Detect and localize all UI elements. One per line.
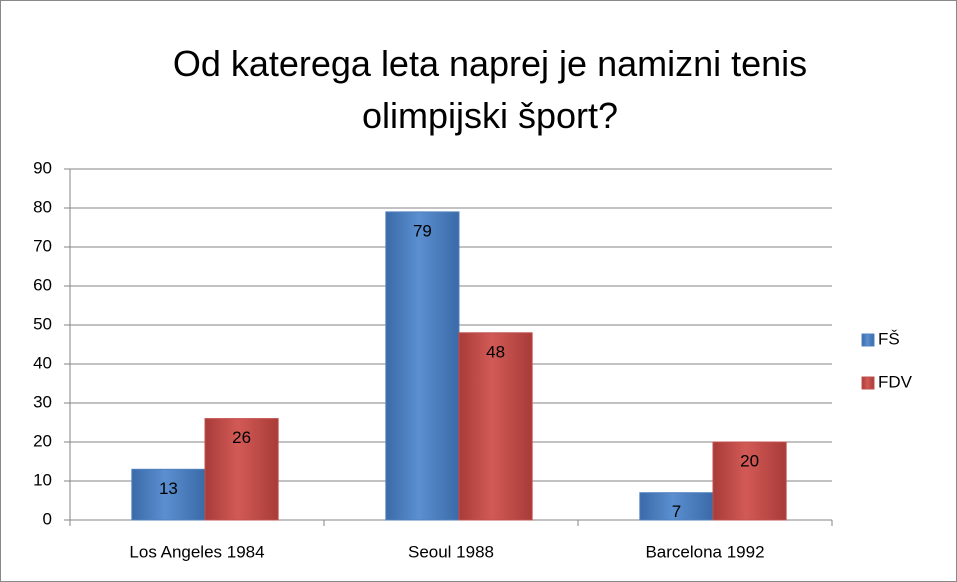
y-tick-label: 50 xyxy=(33,314,52,333)
legend-label: FŠ xyxy=(878,329,900,348)
x-tick-label: Seoul 1988 xyxy=(408,542,494,561)
data-label: 20 xyxy=(740,451,759,470)
bar xyxy=(385,211,460,521)
y-tick-label: 90 xyxy=(33,158,52,177)
x-tick-label: Los Angeles 1984 xyxy=(129,542,264,561)
y-tick-label: 70 xyxy=(33,236,52,255)
y-tick-label: 10 xyxy=(33,470,52,489)
bar xyxy=(458,332,533,521)
y-tick-label: 30 xyxy=(33,392,52,411)
data-label: 7 xyxy=(672,502,681,521)
y-tick-label: 60 xyxy=(33,275,52,294)
chart-title: Od katerega leta naprej je namizni tenis… xyxy=(172,43,808,136)
data-label: 26 xyxy=(232,428,251,447)
y-tick-label: 20 xyxy=(33,431,52,450)
y-tick-label: 40 xyxy=(33,353,52,372)
x-tick-label: Barcelona 1992 xyxy=(645,542,764,561)
data-label: 79 xyxy=(413,221,432,240)
bar xyxy=(639,492,714,521)
legend-swatch xyxy=(861,376,875,390)
bar xyxy=(131,468,206,521)
data-label: 48 xyxy=(486,342,505,361)
legend-label: FDV xyxy=(878,372,913,391)
y-tick-label: 0 xyxy=(43,509,52,528)
legend-swatch xyxy=(861,333,875,347)
data-label: 13 xyxy=(159,479,178,498)
bar xyxy=(712,441,787,521)
bar xyxy=(204,418,279,521)
y-tick-label: 80 xyxy=(33,197,52,216)
